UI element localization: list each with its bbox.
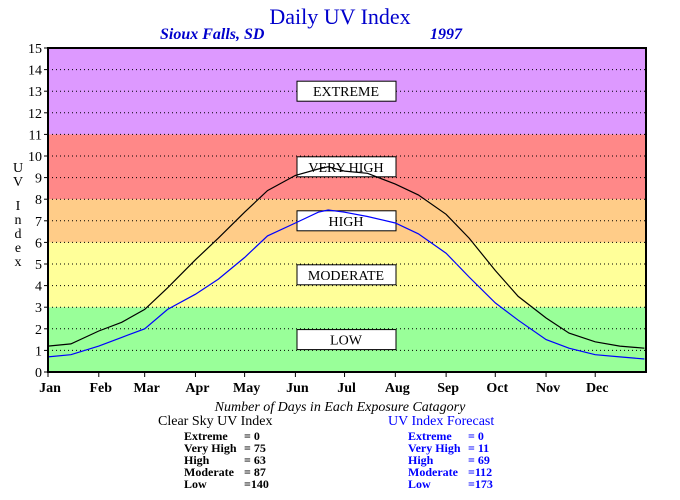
x-tick-label: Jun	[286, 381, 309, 396]
chart-title: Daily UV Index	[269, 4, 411, 29]
summary-row: Low =140	[184, 477, 269, 491]
y-tick-label: 5	[35, 258, 42, 273]
y-axis-label-letter: n	[15, 213, 22, 228]
band-label-box	[296, 80, 397, 102]
y-axis-label-letter: U	[13, 161, 23, 176]
plot-frame	[47, 47, 647, 373]
clear-sky-summary-title: Clear Sky UV Index	[158, 414, 273, 429]
forecast-summary-title: UV Index Forecast	[388, 414, 495, 429]
x-tick-label: Feb	[90, 381, 113, 396]
band-label: HIGH	[329, 215, 364, 230]
y-axis-label-letter: e	[15, 241, 21, 256]
chart-year: 1997	[430, 26, 462, 43]
band-label: VERY HIGH	[308, 161, 383, 176]
summary-row: Very High = 11	[408, 441, 490, 455]
y-tick-label: 13	[28, 85, 42, 100]
chart-location: Sioux Falls, SD	[160, 26, 265, 43]
y-tick-label: 9	[35, 172, 42, 187]
y-tick-label: 0	[35, 366, 42, 381]
y-tick-label: 12	[28, 107, 42, 122]
y-axis-label-letter: x	[15, 255, 22, 270]
x-tick-label: May	[233, 381, 260, 396]
series-line-forecast	[47, 209, 645, 360]
band-label-box	[296, 329, 397, 351]
summary-row: Moderate =112	[408, 465, 493, 479]
summary-row: High = 63	[184, 453, 266, 467]
y-tick-label: 10	[28, 150, 42, 165]
x-tick-label: Mar	[133, 381, 159, 396]
summary-title: Number of Days in Each Exposure Catagory	[214, 400, 466, 415]
band-label-box	[296, 264, 397, 286]
y-tick-label: 6	[35, 236, 42, 251]
x-tick-label: Apr	[185, 381, 209, 396]
y-tick-label: 1	[35, 344, 42, 359]
x-tick-label: Nov	[536, 381, 560, 396]
summary-row: Extreme = 0	[408, 429, 484, 443]
x-tick-label: Oct	[486, 381, 508, 396]
y-tick-label: 2	[35, 323, 42, 338]
band-label: MODERATE	[308, 269, 384, 284]
y-tick-label: 7	[35, 215, 42, 230]
band-label-box	[296, 156, 397, 178]
y-tick-label: 14	[28, 64, 42, 79]
summary-row: Moderate = 87	[184, 465, 266, 479]
y-tick-label: 15	[28, 42, 42, 57]
summary-row: High = 69	[408, 453, 490, 467]
summary-row: Low =173	[408, 477, 493, 491]
y-axis-label-letter: V	[13, 175, 23, 190]
y-tick-label: 8	[35, 193, 42, 208]
y-tick-label: 3	[35, 301, 42, 316]
band-label-box	[296, 210, 397, 232]
x-tick-label: Aug	[385, 381, 410, 396]
x-tick-label: Dec	[586, 381, 609, 396]
x-tick-label: Sep	[437, 381, 459, 396]
band-label: EXTREME	[313, 85, 379, 100]
series-line-clear-sky	[47, 166, 645, 349]
band-label: LOW	[330, 334, 363, 349]
y-tick-label: 4	[35, 280, 42, 295]
y-axis-label-letter: I	[16, 199, 21, 214]
y-tick-label: 11	[29, 128, 42, 143]
x-tick-label: Jul	[337, 381, 356, 396]
summary-row: Extreme = 0	[184, 429, 260, 443]
y-axis-label-letter: d	[15, 227, 22, 242]
summary-row: Very High = 75	[184, 441, 266, 455]
x-tick-label: Jan	[39, 381, 61, 396]
